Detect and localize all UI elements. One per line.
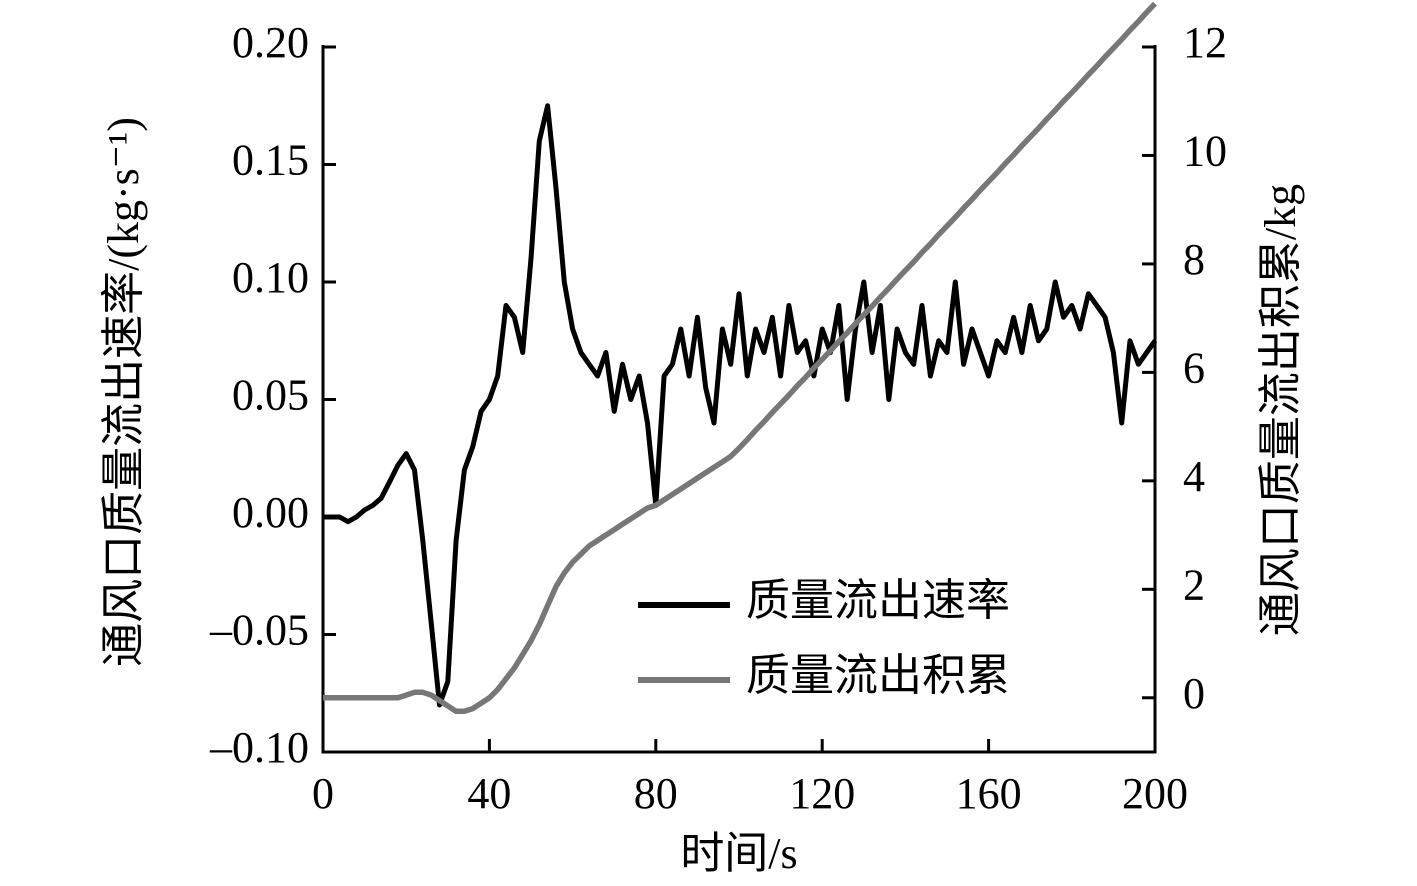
y2-tick-label: 6 [1183,343,1205,392]
x-axis-label: 时间/s [680,829,797,878]
x-tick-label: 120 [789,769,855,818]
y2-tick-label: 10 [1183,127,1227,176]
legend-label: 质量流出速率 [746,576,1010,625]
y-tick-label: –0.10 [209,723,309,772]
series-line [323,103,1158,708]
y2-tick-label: 4 [1183,452,1205,501]
y-axis-label: 通风口质量流出速率/(kg·s⁻¹) [99,117,148,667]
y2-tick-label: 8 [1183,235,1205,284]
x-tick-label: 40 [467,769,511,818]
y-tick-label: 0.20 [232,18,309,67]
y2-tick-label: 2 [1183,560,1205,609]
x-tick-label: 160 [956,769,1022,818]
x-tick-label: 200 [1122,769,1188,818]
y2-tick-label: 12 [1183,18,1227,67]
x-tick-label: 0 [312,769,334,818]
y-tick-label: 0.15 [232,136,309,185]
series-line [323,1,1157,715]
y2-tick-label: 0 [1183,669,1205,718]
legend-label: 质量流出积累 [746,651,1010,700]
y-tick-label: –0.05 [209,606,309,655]
x-tick-label: 80 [634,769,678,818]
y2-axis-label: 通风口质量流出积累/kg [1256,184,1305,636]
y-tick-label: 0.05 [232,371,309,420]
y-tick-label: 0.00 [232,488,309,537]
y-tick-label: 0.10 [232,253,309,302]
